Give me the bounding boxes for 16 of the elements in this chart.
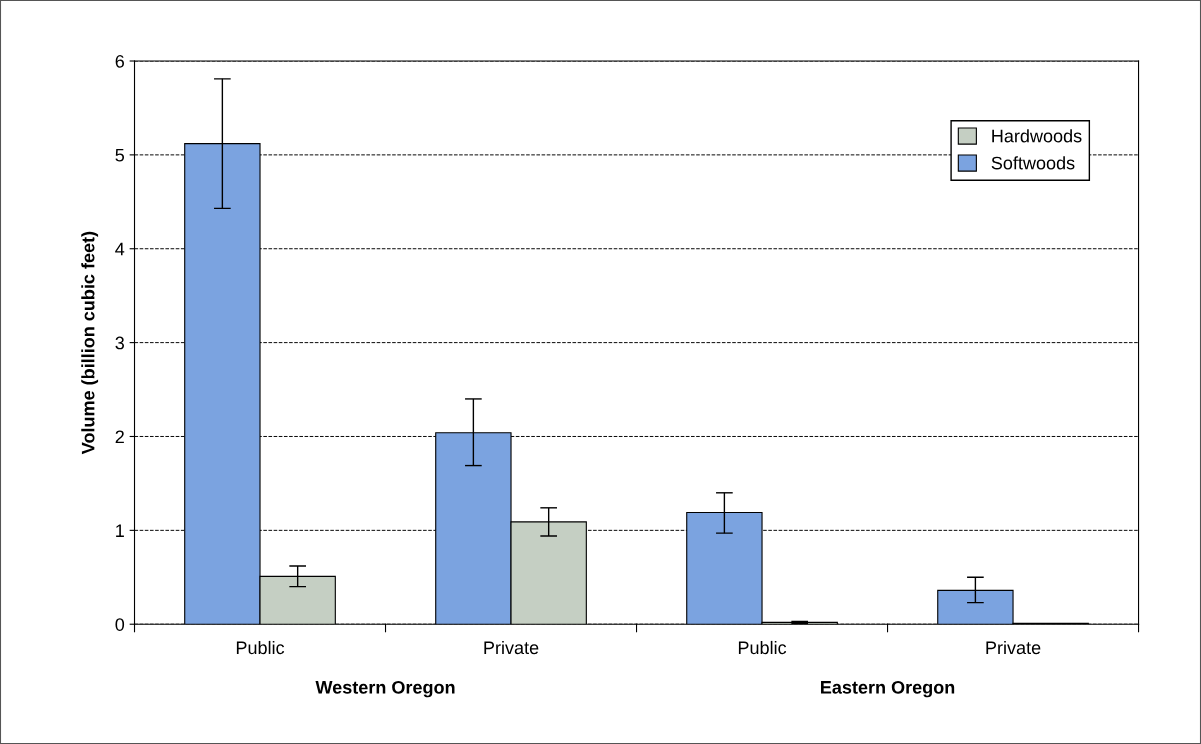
x-tick-label: Public (236, 640, 285, 655)
y-tick-label: 1 (116, 524, 124, 537)
y-tick-label: 6 (115, 54, 124, 68)
text: Western Oregon (315, 680, 455, 698)
legend-label: Hardwoods (992, 129, 1082, 143)
text: Eastern Oregon (821, 680, 955, 698)
legend-label: Softwoods (991, 156, 1075, 170)
y-tick-label: 2 (115, 430, 124, 444)
x-tick-label: Private (484, 640, 539, 655)
y-tick-label: 0 (115, 618, 125, 631)
x-tick-label: Public (738, 640, 787, 655)
y-tick-label: 5 (115, 149, 125, 162)
y-tick-label: 3 (115, 336, 124, 350)
y-axis-title: Volume (billion cubic feet) (81, 231, 99, 455)
x-tick-label: Private (986, 640, 1041, 655)
y-tick-label: 4 (115, 242, 125, 256)
